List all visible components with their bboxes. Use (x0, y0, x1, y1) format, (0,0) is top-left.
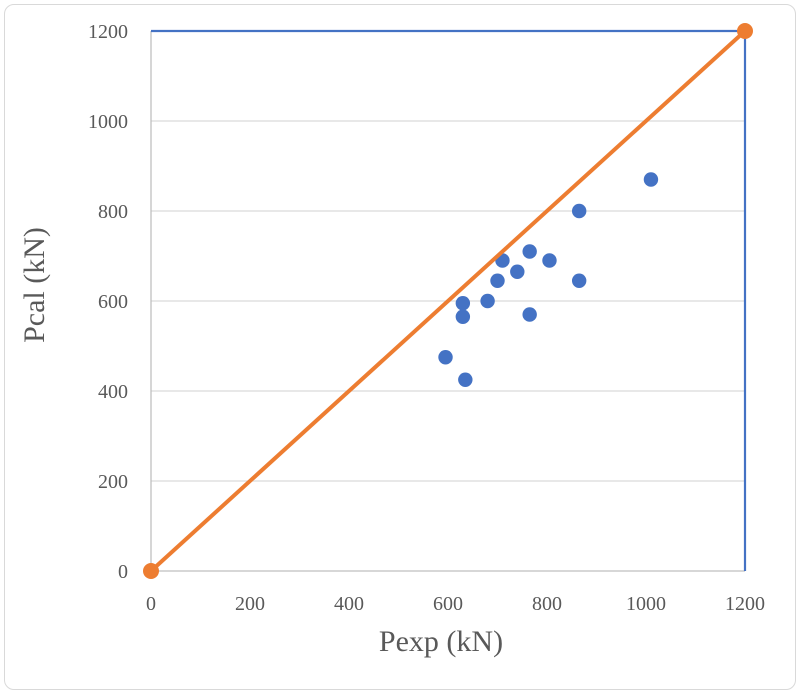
scatter-point (571, 273, 587, 288)
scatter-point (510, 264, 525, 279)
scatter-point (455, 309, 471, 324)
identity-line-endpoint-marker (737, 23, 753, 39)
scatter-point (571, 203, 587, 219)
scatter-point (490, 273, 505, 288)
x-tick-label: 1000 (626, 593, 666, 615)
identity-line (149, 29, 747, 573)
x-tick-label: 200 (235, 593, 265, 615)
x-tick-label: 1200 (725, 593, 765, 615)
scatter-point (438, 350, 453, 365)
x-axis-title: Pexp (kN) (379, 625, 503, 658)
scatter-point (542, 253, 557, 268)
y-axis-title: Pcal (kN) (18, 227, 51, 343)
y-tick-label: 1000 (88, 111, 128, 133)
y-tick-label: 800 (98, 201, 128, 223)
scatter-point (480, 293, 495, 309)
y-tick-label: 0 (118, 561, 128, 583)
scatter-point (458, 372, 473, 387)
scatter-point (643, 172, 659, 187)
x-tick-label: 400 (334, 593, 364, 615)
y-tick-label: 400 (98, 381, 128, 403)
y-tick-label: 600 (98, 291, 128, 313)
x-tick-label: 600 (433, 593, 463, 615)
scatter-point (522, 307, 537, 322)
y-tick-label: 200 (98, 471, 128, 493)
scatter-point (455, 296, 471, 311)
x-tick-label: 0 (146, 593, 156, 615)
identity-line-endpoint-marker (143, 563, 159, 579)
y-tick-label: 1200 (88, 21, 128, 43)
scatter-point (522, 244, 537, 259)
x-tick-label: 800 (532, 593, 562, 615)
